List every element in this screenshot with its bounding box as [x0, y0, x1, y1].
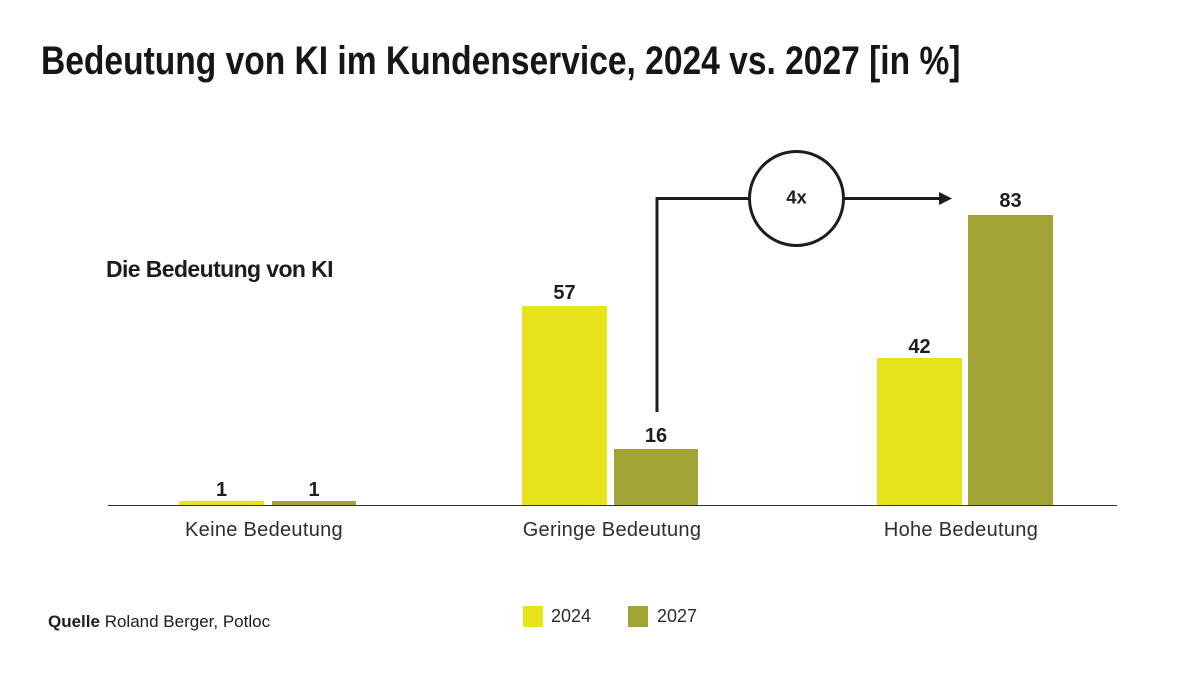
- svg-text:4x: 4x: [786, 187, 807, 208]
